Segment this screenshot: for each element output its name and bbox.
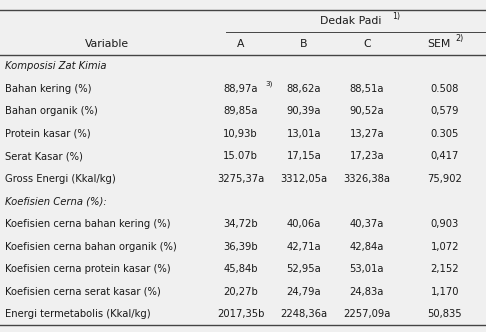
Text: 3275,37a: 3275,37a <box>217 174 264 184</box>
Text: 2017,35b: 2017,35b <box>217 309 264 319</box>
Text: 2): 2) <box>455 34 464 43</box>
Text: 0.305: 0.305 <box>431 129 459 139</box>
Text: 88,97a: 88,97a <box>224 84 258 94</box>
Text: Gross Energi (Kkal/kg): Gross Energi (Kkal/kg) <box>5 174 116 184</box>
Text: 3312,05a: 3312,05a <box>280 174 327 184</box>
Text: 42,84a: 42,84a <box>350 241 384 252</box>
Text: 2257,09a: 2257,09a <box>343 309 391 319</box>
Text: Komposisi Zat Kimia: Komposisi Zat Kimia <box>5 61 106 71</box>
Text: Protein kasar (%): Protein kasar (%) <box>5 129 90 139</box>
Text: 13,27a: 13,27a <box>349 129 384 139</box>
Text: 52,95a: 52,95a <box>286 264 321 274</box>
Text: 75,902: 75,902 <box>427 174 462 184</box>
Text: Serat Kasar (%): Serat Kasar (%) <box>5 151 83 161</box>
Text: 90,52a: 90,52a <box>349 106 384 116</box>
Text: Bahan kering (%): Bahan kering (%) <box>5 84 91 94</box>
Text: 88,51a: 88,51a <box>350 84 384 94</box>
Text: 45,84b: 45,84b <box>224 264 258 274</box>
Text: Koefisien cerna bahan organik (%): Koefisien cerna bahan organik (%) <box>5 241 176 252</box>
Text: 13,01a: 13,01a <box>287 129 321 139</box>
Text: Koefisien Cerna (%):: Koefisien Cerna (%): <box>5 197 106 207</box>
Text: Dedak Padi: Dedak Padi <box>320 16 382 26</box>
Text: 24,79a: 24,79a <box>286 287 321 296</box>
Text: SEM: SEM <box>427 39 451 49</box>
Text: 88,62a: 88,62a <box>287 84 321 94</box>
Text: 3326,38a: 3326,38a <box>344 174 390 184</box>
Text: 2248,36a: 2248,36a <box>280 309 327 319</box>
Text: Koefisien cerna bahan kering (%): Koefisien cerna bahan kering (%) <box>5 219 171 229</box>
Text: 24,83a: 24,83a <box>350 287 384 296</box>
Text: Variable: Variable <box>85 39 129 49</box>
Text: 0.508: 0.508 <box>431 84 459 94</box>
Text: 1,170: 1,170 <box>431 287 459 296</box>
Text: 50,835: 50,835 <box>427 309 462 319</box>
Text: 10,93b: 10,93b <box>223 129 258 139</box>
Text: B: B <box>300 39 308 49</box>
Text: 40,37a: 40,37a <box>350 219 384 229</box>
Text: 2,152: 2,152 <box>431 264 459 274</box>
Text: 17,15a: 17,15a <box>286 151 321 161</box>
Text: 20,27b: 20,27b <box>223 287 258 296</box>
Text: 0,579: 0,579 <box>431 106 459 116</box>
Text: 3): 3) <box>266 81 273 87</box>
Text: 90,39a: 90,39a <box>287 106 321 116</box>
Text: 1): 1) <box>392 12 400 21</box>
Text: C: C <box>363 39 371 49</box>
Text: 53,01a: 53,01a <box>350 264 384 274</box>
Text: 17,23a: 17,23a <box>349 151 384 161</box>
Text: 1,072: 1,072 <box>431 241 459 252</box>
Text: Koefisien cerna protein kasar (%): Koefisien cerna protein kasar (%) <box>5 264 171 274</box>
Text: Koefisien cerna serat kasar (%): Koefisien cerna serat kasar (%) <box>5 287 160 296</box>
Text: 15.07b: 15.07b <box>223 151 258 161</box>
Text: Bahan organik (%): Bahan organik (%) <box>5 106 98 116</box>
Text: 40,06a: 40,06a <box>287 219 321 229</box>
Text: 0,417: 0,417 <box>431 151 459 161</box>
Text: 89,85a: 89,85a <box>224 106 258 116</box>
Text: Energi termetabolis (Kkal/kg): Energi termetabolis (Kkal/kg) <box>5 309 151 319</box>
Text: 36,39b: 36,39b <box>223 241 258 252</box>
Text: 42,71a: 42,71a <box>286 241 321 252</box>
Text: 34,72b: 34,72b <box>223 219 258 229</box>
Text: 0,903: 0,903 <box>431 219 459 229</box>
Text: A: A <box>237 39 244 49</box>
